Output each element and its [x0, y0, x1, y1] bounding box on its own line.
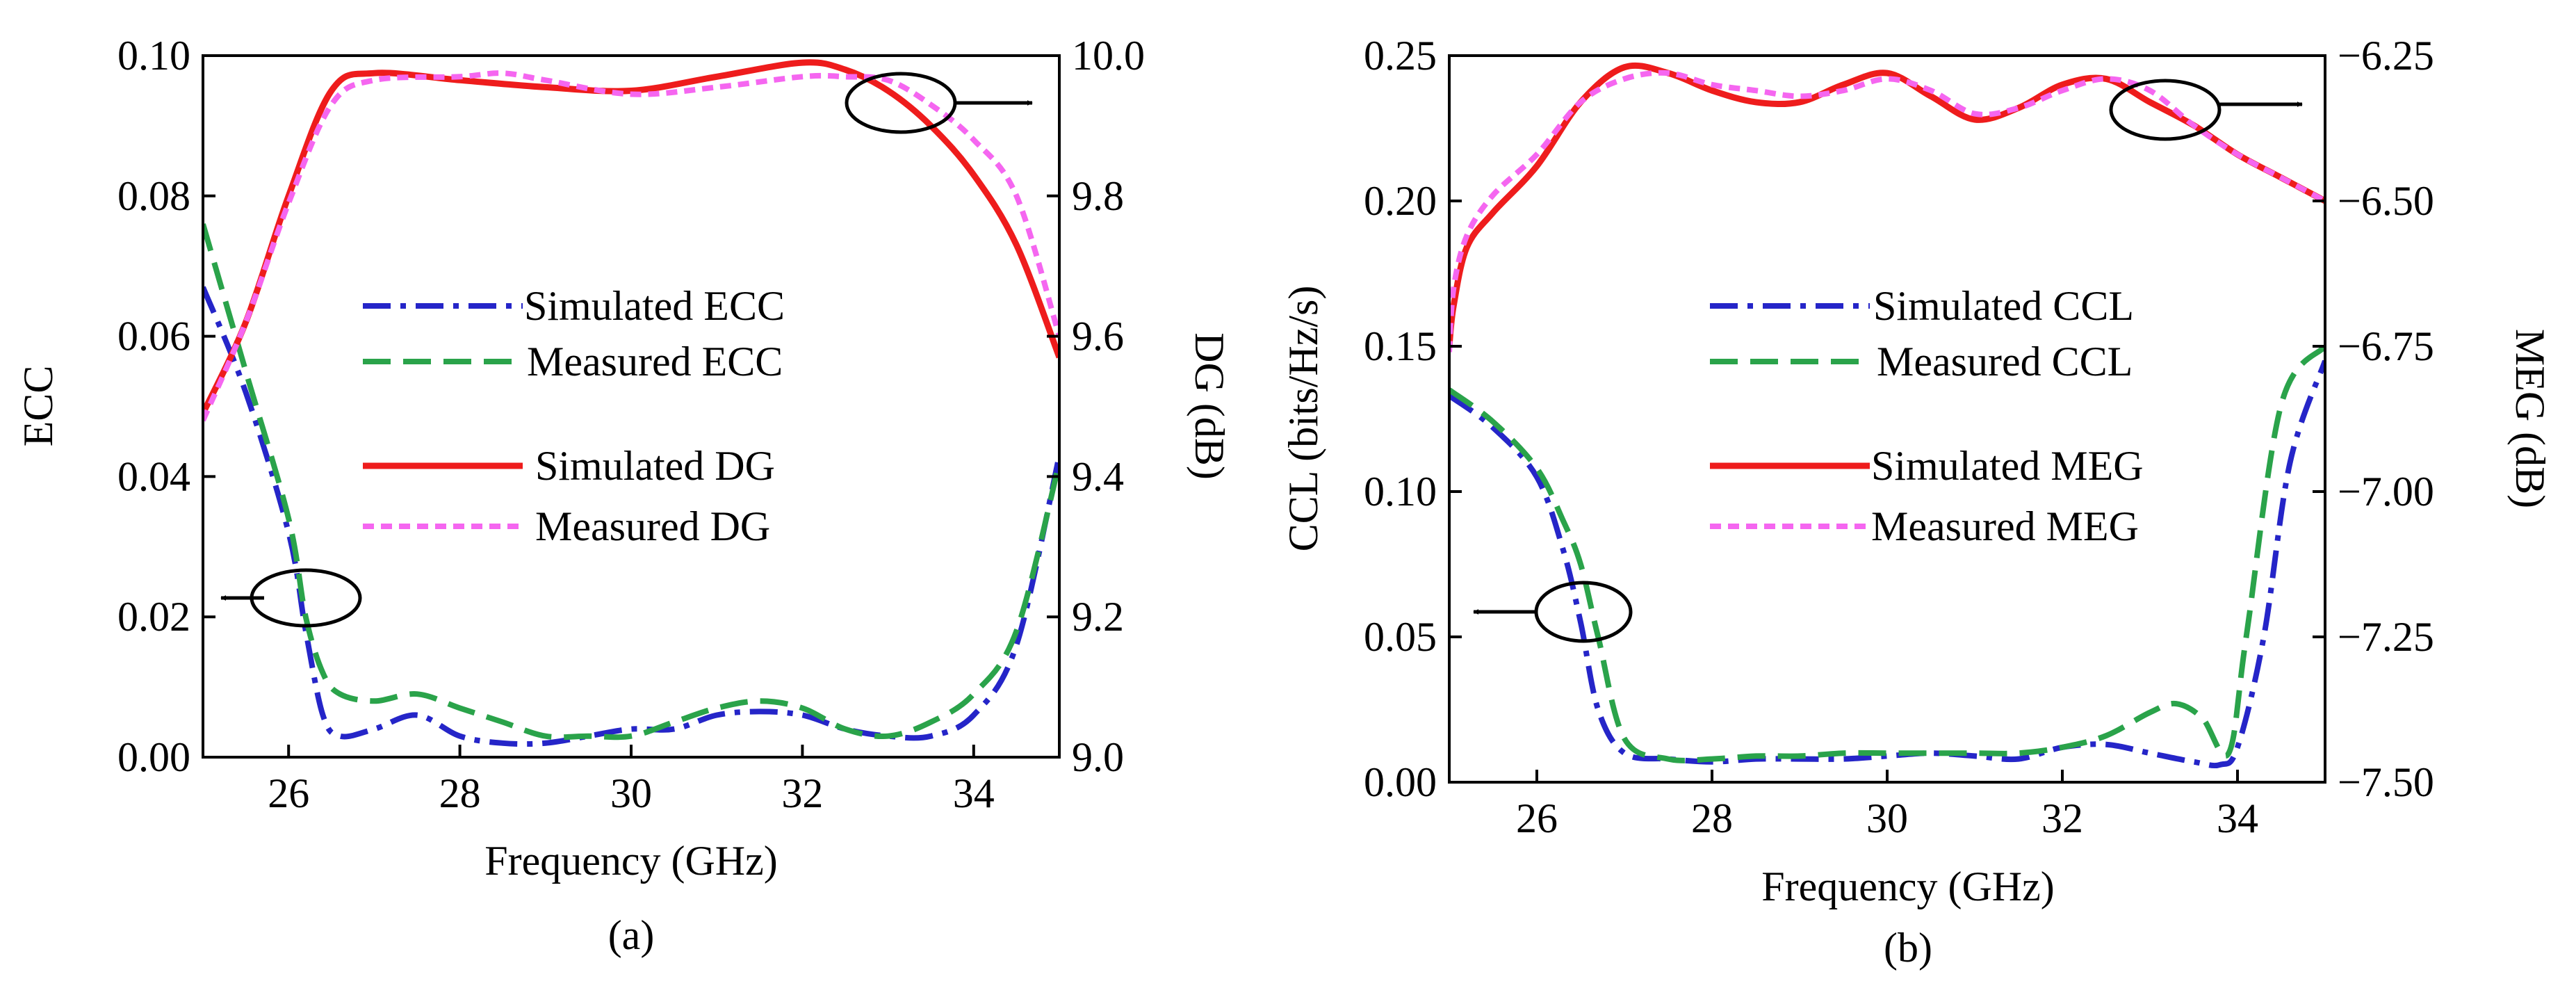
y-right-tick-label-b-5: −6.25	[2338, 33, 2434, 79]
x-tick-label-b-34: 34	[2217, 795, 2258, 841]
series-line-measured-ecc	[203, 223, 1059, 740]
legend-label-simulated-meg: Simulated MEG	[1871, 443, 2144, 489]
y-left-tick-label-a-4: 0.08	[117, 173, 190, 219]
y-right-tick-label-a-3: 9.6	[1072, 314, 1124, 359]
y-left-tick-label-b-3: 0.15	[1364, 323, 1437, 369]
y-right-axis-label-b: MEG (dB)	[2507, 329, 2553, 508]
series-line-simulated-meg	[1449, 62, 2325, 347]
legend-b: Simulated CCL Measured CCL Simulated MEG…	[1710, 283, 2144, 549]
y-left-ticks-b: 0.00 0.05 0.10 0.15 0.20 0.25	[1364, 33, 1462, 805]
annotation-ellipse-ccl	[1473, 581, 1633, 643]
chart-panel-b: 26 28 30 32 34 0.00 0.05 0.10 0.15 0.20 0.25 −7.5…	[1280, 33, 2553, 971]
y-right-tick-label-a-4: 9.8	[1072, 173, 1124, 219]
y-right-ticks-a: 9.0 9.2 9.4 9.6 9.8 10.0	[1047, 33, 1145, 780]
y-left-ticks-a: 0.00 0.02 0.04 0.06 0.08 0.10	[117, 33, 215, 780]
legend-label-measured-ecc: Measured ECC	[527, 339, 783, 384]
annotation-ellipse-dg	[845, 72, 1033, 134]
y-left-tick-label-a-1: 0.02	[117, 594, 190, 640]
y-left-tick-label-a-2: 0.04	[117, 453, 190, 499]
x-axis-label-b: Frequency (GHz)	[1761, 864, 2055, 909]
x-tick-label-a-30: 30	[610, 770, 652, 816]
annotation-ellipse-meg	[2109, 79, 2303, 141]
y-left-tick-label-b-1: 0.05	[1364, 614, 1437, 660]
plot-frame-b	[1448, 54, 2326, 784]
plot-frame-a	[202, 54, 1061, 759]
series-line-measured-dg	[203, 70, 1059, 422]
series-line-measured-meg	[1449, 70, 2325, 353]
legend-label-measured-dg: Measured DG	[535, 503, 770, 549]
x-tick-label-a-34: 34	[953, 770, 995, 816]
series-line-measured-ccl	[1449, 344, 2325, 763]
y-left-tick-label-a-5: 0.10	[117, 33, 190, 79]
y-right-tick-label-b-2: −7.00	[2338, 469, 2434, 515]
legend-label-simulated-dg: Simulated DG	[535, 443, 775, 489]
legend-a: Simulated ECC Measured ECC Simulated DG …	[363, 283, 785, 549]
x-ticks-a: 26 28 30 32 34	[268, 745, 995, 816]
y-right-tick-label-b-4: −6.50	[2338, 178, 2434, 224]
legend-label-measured-meg: Measured MEG	[1871, 503, 2139, 549]
x-axis-label-a: Frequency (GHz)	[484, 838, 778, 884]
y-right-tick-label-a-2: 9.4	[1072, 453, 1124, 499]
annotation-ellipse-ecc	[220, 568, 362, 628]
series-layer-b	[1449, 62, 2325, 769]
y-left-tick-label-a-0: 0.00	[117, 734, 190, 780]
y-left-tick-label-b-5: 0.25	[1364, 33, 1437, 79]
y-left-axis-label-a: ECC	[15, 366, 61, 447]
x-tick-label-a-32: 32	[781, 770, 823, 816]
x-tick-label-b-26: 26	[1516, 795, 1558, 841]
y-left-tick-label-a-3: 0.06	[117, 314, 190, 359]
series-line-simulated-dg	[203, 59, 1059, 415]
y-left-axis-label-b: CCL (bits/Hz/s)	[1280, 286, 1326, 552]
y-right-tick-label-b-0: −7.50	[2338, 759, 2434, 805]
y-left-tick-label-b-0: 0.00	[1364, 759, 1437, 805]
y-right-tick-label-a-1: 9.2	[1072, 594, 1124, 640]
panel-caption-b: (b)	[1884, 925, 1932, 971]
legend-label-simulated-ecc: Simulated ECC	[524, 283, 785, 329]
y-left-tick-label-b-2: 0.10	[1364, 469, 1437, 515]
y-right-axis-label-a: DG (dB)	[1187, 332, 1232, 480]
y-right-tick-label-b-1: −7.25	[2338, 614, 2434, 660]
y-right-tick-label-a-0: 9.0	[1072, 734, 1124, 780]
x-ticks-b: 26 28 30 32 34	[1516, 770, 2258, 841]
panel-caption-a: (a)	[608, 912, 655, 958]
y-right-tick-label-b-3: −6.75	[2338, 323, 2434, 369]
y-left-tick-label-b-4: 0.20	[1364, 178, 1437, 224]
x-tick-label-b-28: 28	[1691, 795, 1733, 841]
series-line-simulated-ccl	[1449, 359, 2325, 769]
x-tick-label-b-30: 30	[1866, 795, 1908, 841]
x-tick-label-a-28: 28	[439, 770, 481, 816]
y-right-ticks-b: −7.50 −7.25 −7.00 −6.75 −6.50 −6.25	[2313, 33, 2434, 805]
y-right-tick-label-a-5: 10.0	[1072, 33, 1145, 79]
legend-label-measured-ccl: Measured CCL	[1877, 339, 2133, 384]
legend-label-simulated-ccl: Simulated CCL	[1873, 283, 2134, 329]
x-tick-label-b-32: 32	[2041, 795, 2083, 841]
chart-panel-a: 26 28 30 32 34 0.000.020.040.060.080.10 9.09…	[15, 33, 1232, 958]
x-tick-label-a-26: 26	[268, 770, 309, 816]
series-layer-a	[203, 59, 1059, 747]
